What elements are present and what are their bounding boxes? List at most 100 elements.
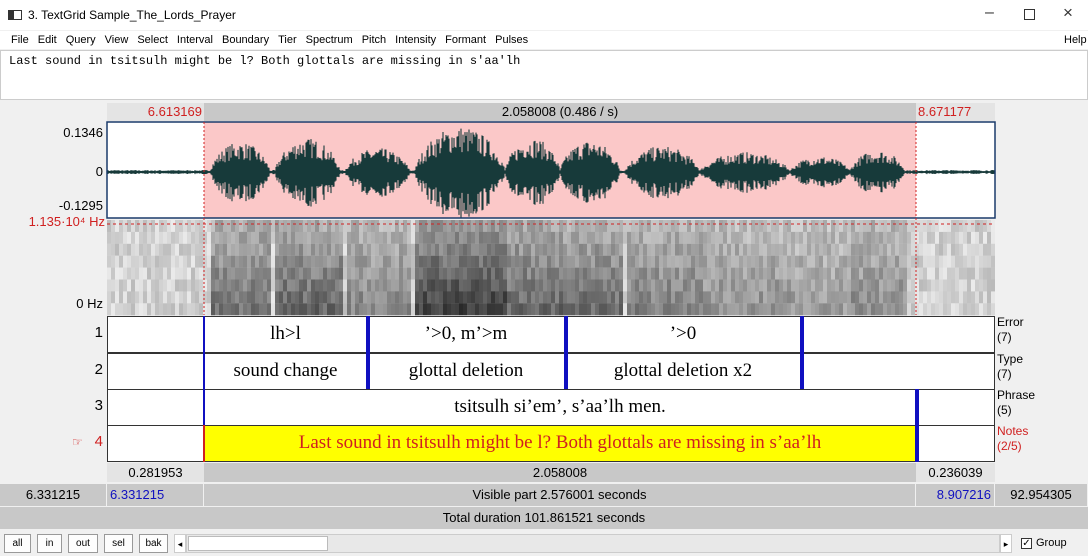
spectrogram-cell <box>311 220 315 232</box>
interval-label[interactable]: glottal deletion <box>367 353 565 389</box>
spectrogram-cell <box>883 291 887 303</box>
spectrogram-cell <box>119 303 123 315</box>
spectrogram-cell <box>767 244 771 256</box>
interval-label[interactable]: Last sound in tsitsulh might be l? Both … <box>204 425 916 461</box>
spectrogram-cell <box>343 268 347 280</box>
spectrogram-cell <box>643 268 647 280</box>
spectrogram-cell <box>843 303 847 315</box>
button[interactable]: sel <box>104 534 133 553</box>
window-start[interactable]: 6.331215 <box>0 484 107 506</box>
spectrogram-cell <box>135 268 139 280</box>
spectrogram-cell <box>803 280 807 292</box>
spectrogram-cell <box>131 291 135 303</box>
spectrogram-cell <box>527 256 531 268</box>
duration-cell[interactable]: 0.281953 <box>107 463 204 482</box>
interval-label[interactable]: lh>l <box>204 316 367 352</box>
spectrogram-cell <box>739 232 743 244</box>
spectrogram-cell <box>455 303 459 315</box>
duration-cell[interactable]: 2.058008 <box>204 463 916 482</box>
spectrogram-cell <box>891 280 895 292</box>
spectrogram-cell <box>783 291 787 303</box>
interval-label[interactable]: glottal deletion x2 <box>565 353 801 389</box>
interval-label[interactable]: ’>0, m’>m <box>367 316 565 352</box>
spectrogram-cell <box>427 244 431 256</box>
window-end[interactable]: 92.954305 <box>995 484 1088 506</box>
spectrogram-cell <box>815 303 819 315</box>
button[interactable]: all <box>4 534 31 553</box>
spectrogram-cell <box>215 268 219 280</box>
spectrogram-cell <box>863 244 867 256</box>
spectrogram-cell <box>463 268 467 280</box>
spectrogram-cell <box>519 256 523 268</box>
spectrogram-cell <box>875 303 879 315</box>
spectrogram-cell <box>167 303 171 315</box>
spectrogram-cell <box>819 268 823 280</box>
spectrogram-cell <box>219 256 223 268</box>
spectrogram-cell <box>875 268 879 280</box>
spectrogram-cell <box>615 303 619 315</box>
interval-label[interactable]: sound change <box>204 353 367 389</box>
spectrogram-cell <box>379 291 383 303</box>
spectrogram-cell <box>815 268 819 280</box>
spectrogram-cell <box>187 268 191 280</box>
visible-start[interactable]: 6.331215 <box>107 484 204 506</box>
group-checkbox[interactable]: ✓ <box>1021 538 1032 549</box>
spectrogram-cell <box>443 220 447 232</box>
spectrogram-cell <box>419 303 423 315</box>
spectrogram-cell <box>779 232 783 244</box>
spectrogram-cell <box>987 220 991 232</box>
spectrogram-cell <box>503 232 507 244</box>
spectrogram-cell <box>119 244 123 256</box>
spectrogram-cell <box>307 268 311 280</box>
spectrogram-cell <box>755 303 759 315</box>
spectrogram-cell <box>791 291 795 303</box>
scrollbar-thumb[interactable] <box>188 536 328 551</box>
button[interactable]: bak <box>139 534 168 553</box>
spectrogram-cell <box>703 232 707 244</box>
spectrogram-cell <box>631 303 635 315</box>
spectrogram-cell <box>467 244 471 256</box>
spectrogram-cell <box>543 256 547 268</box>
spectrogram-cell <box>431 268 435 280</box>
spectrogram-cell <box>439 256 443 268</box>
spectrogram-cell <box>343 303 347 315</box>
spectrogram-cell <box>475 244 479 256</box>
spectrogram-cell <box>687 280 691 292</box>
spectrogram-cell <box>187 291 191 303</box>
group-label[interactable]: Group <box>1036 537 1067 549</box>
spectrogram-cell <box>367 256 371 268</box>
spectrogram-cell <box>295 220 299 232</box>
spectrogram-cell <box>211 256 215 268</box>
button[interactable]: out <box>68 534 98 553</box>
duration-cell[interactable]: 0.236039 <box>916 463 995 482</box>
spectrogram-cell <box>155 268 159 280</box>
visible-label[interactable]: Visible part 2.576001 seconds <box>204 484 916 506</box>
spectrogram-cell <box>287 268 291 280</box>
spectrogram-cell <box>387 232 391 244</box>
spectrogram-cell <box>319 256 323 268</box>
spectrogram-cell <box>863 256 867 268</box>
spectrogram-cell <box>791 256 795 268</box>
scroll-right[interactable]: ▸ <box>1000 534 1012 553</box>
spectrogram-cell <box>235 244 239 256</box>
spectrogram-cell <box>991 220 995 232</box>
spectrogram-cell <box>175 268 179 280</box>
spectrogram-cell <box>911 232 915 244</box>
tier-number: 2 <box>0 361 103 378</box>
button[interactable]: in <box>37 534 62 553</box>
visible-end[interactable]: 8.907216 <box>916 484 995 506</box>
spectrogram-cell <box>499 256 503 268</box>
spectrogram-cell <box>883 268 887 280</box>
spectrogram-cell <box>719 256 723 268</box>
spectrogram-cell <box>691 291 695 303</box>
spectrogram-cell <box>715 303 719 315</box>
spectrogram-cell <box>843 232 847 244</box>
interval-label[interactable]: ’>0 <box>565 316 801 352</box>
spectrogram-cell <box>371 303 375 315</box>
interval-label[interactable]: tsitsulh si’em’, s’aa’lh men. <box>204 389 916 425</box>
spectrogram-cell <box>871 291 875 303</box>
spectrogram-cell <box>419 256 423 268</box>
spectrogram-cell <box>971 303 975 315</box>
total-duration[interactable]: Total duration 101.861521 seconds <box>0 507 1088 529</box>
scroll-left[interactable]: ◂ <box>174 534 186 553</box>
